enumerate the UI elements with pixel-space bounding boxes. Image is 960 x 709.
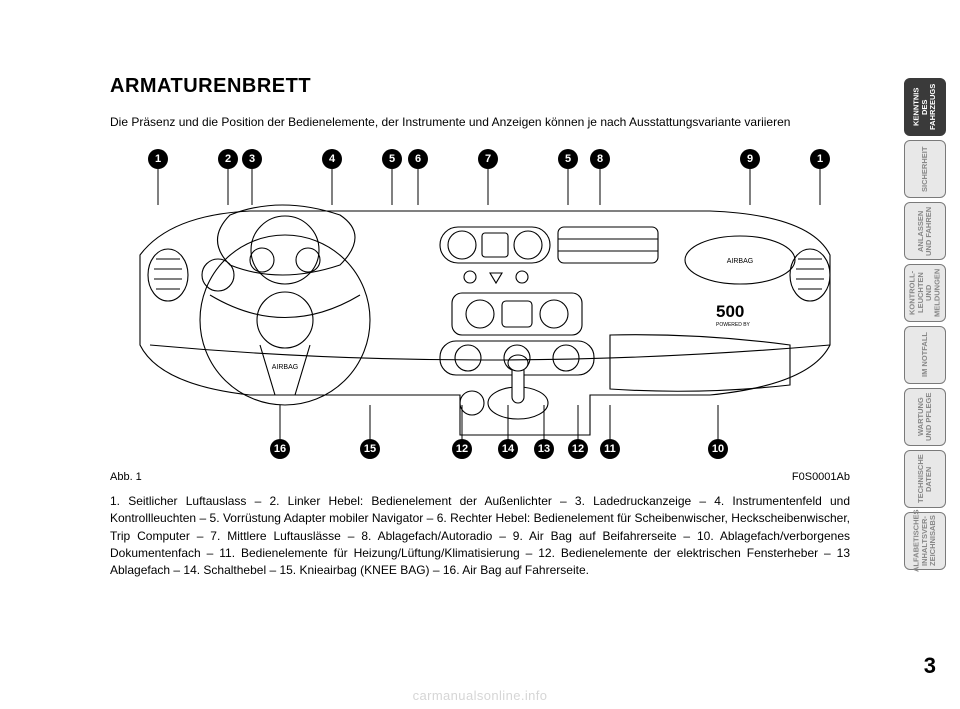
callout-badge: 16 <box>270 439 290 459</box>
side-tab[interactable]: ANLASSEN UND FAHREN <box>904 202 946 260</box>
watermark: carmanualsonline.info <box>0 688 960 703</box>
svg-text:AIRBAG: AIRBAG <box>727 258 753 265</box>
side-tab[interactable]: SICHERHEIT <box>904 140 946 198</box>
side-tab[interactable]: TECHNISCHE DATEN <box>904 450 946 508</box>
page-number: 3 <box>924 653 936 679</box>
callout-badge: 12 <box>452 439 472 459</box>
callout-badge: 14 <box>498 439 518 459</box>
callout-badge: 12 <box>568 439 588 459</box>
svg-text:AIRBAG: AIRBAG <box>272 364 298 371</box>
page-content: ARMATURENBRETT Die Präsenz und die Posit… <box>110 75 850 580</box>
side-tabs: KENNTNIS DES FAHRZEUGSSICHERHEITANLASSEN… <box>904 78 946 574</box>
side-tab[interactable]: ALFABETISCHES INHALTSVER- ZEICHNISABS <box>904 512 946 570</box>
side-tab[interactable]: KENNTNIS DES FAHRZEUGS <box>904 78 946 136</box>
callout-badge: 15 <box>360 439 380 459</box>
figure-caption-row: Abb. 1 F0S0001Ab <box>110 471 850 483</box>
figure-legend: 1. Seitlicher Luftauslass – 2. Linker He… <box>110 493 850 580</box>
svg-text:POWERED BY: POWERED BY <box>716 322 751 328</box>
figure-caption-left: Abb. 1 <box>110 471 142 483</box>
side-tab[interactable]: IM NOTFALL <box>904 326 946 384</box>
callout-badge: 10 <box>708 439 728 459</box>
callout-badge: 11 <box>600 439 620 459</box>
callout-badge: 13 <box>534 439 554 459</box>
side-tab[interactable]: KONTROLL- LEUCHTEN UND MELDUNGEN <box>904 264 946 322</box>
intro-text: Die Präsenz und die Position der Bediene… <box>110 114 850 131</box>
callout-row-bottom: 16 15 12 14 13 12 11 10 <box>110 439 850 461</box>
dashboard-drawing: AIRBAG <box>110 145 850 465</box>
figure-caption-right: F0S0001Ab <box>792 471 850 483</box>
side-tab[interactable]: WARTUNG UND PFLEGE <box>904 388 946 446</box>
svg-text:500: 500 <box>716 302 744 321</box>
page-title: ARMATURENBRETT <box>110 75 850 98</box>
dashboard-figure: 12345675891 AIRBAG <box>110 145 850 465</box>
